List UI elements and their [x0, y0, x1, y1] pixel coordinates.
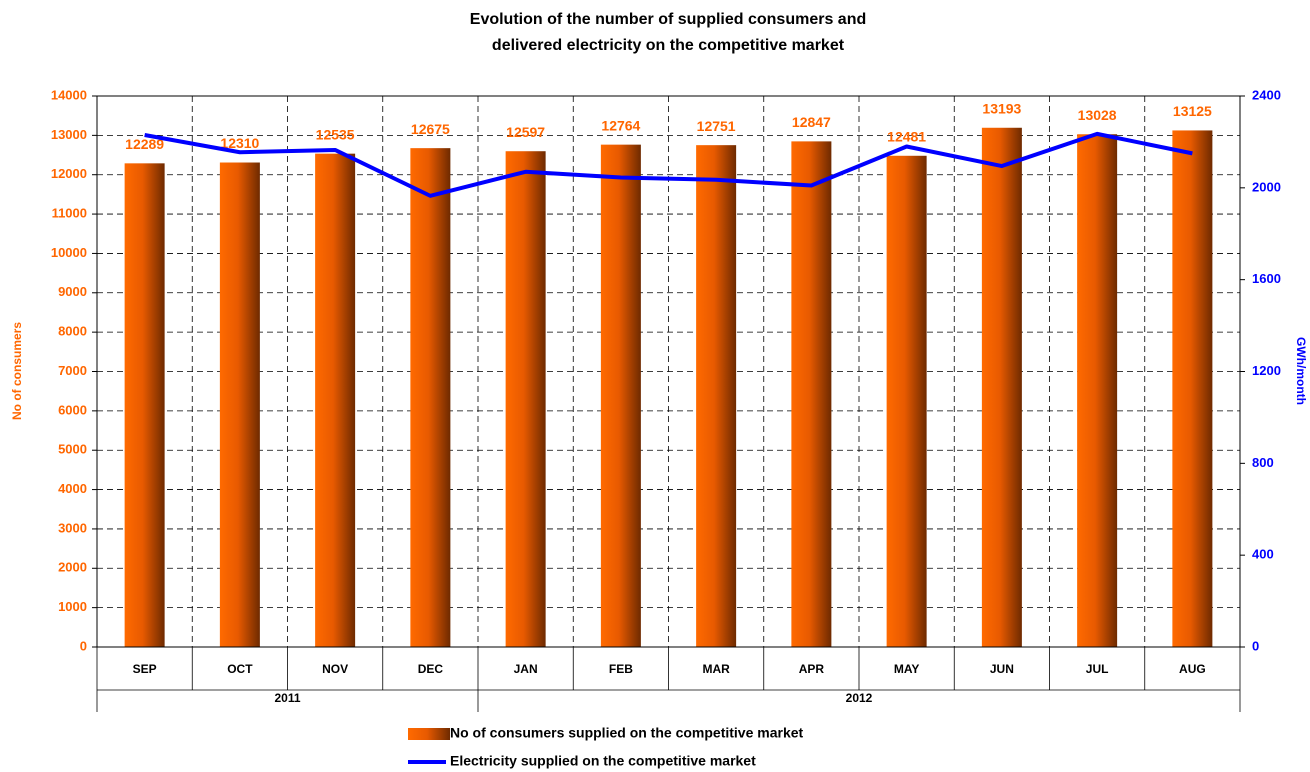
- bar: [505, 151, 546, 647]
- y-tick-label: 8000: [58, 324, 87, 339]
- plot-frame: [96, 95, 1241, 648]
- x-tick-label: JUL: [1086, 662, 1109, 676]
- line: [144, 131, 1193, 198]
- y-tick-label: 0: [80, 638, 87, 653]
- data-label: 13028: [1078, 107, 1117, 123]
- legend-swatch: [408, 728, 450, 740]
- y2-tick-label: 2000: [1252, 179, 1281, 194]
- data-label: 12310: [220, 135, 259, 151]
- chart-subtitle: delivered electricity on the competitive…: [492, 37, 845, 54]
- x-tick-label: OCT: [227, 662, 253, 676]
- y-tick-label: 13000: [51, 127, 87, 142]
- x-tick-label: AUG: [1179, 662, 1206, 676]
- x-tick-label: SEP: [133, 662, 157, 676]
- data-label: 12764: [601, 117, 640, 133]
- bar: [600, 144, 641, 647]
- bar: [124, 163, 165, 647]
- y2-tick-label: 1200: [1252, 363, 1281, 378]
- data-label: 12597: [506, 124, 545, 140]
- y-tick-label: 7000: [58, 363, 87, 378]
- y2-tick-label: 800: [1252, 455, 1274, 470]
- y-tick-label: 14000: [51, 87, 87, 102]
- y-tick-label: 10000: [51, 245, 87, 260]
- x-tick-label: APR: [799, 662, 825, 676]
- y-tick-label: 6000: [58, 402, 87, 417]
- x-tick-label: MAR: [702, 662, 730, 676]
- legend-label: No of consumers supplied on the competit…: [450, 725, 804, 741]
- data-label: 13193: [982, 100, 1021, 116]
- data-label: 12675: [411, 121, 450, 137]
- data-label: 12289: [125, 136, 164, 152]
- y-tick-label: 11000: [52, 206, 87, 221]
- x-tick-label: NOV: [322, 662, 348, 676]
- data-label: 12847: [792, 114, 831, 130]
- y2-axis-label: GWh/month: [1294, 337, 1308, 405]
- group-label: 2012: [846, 691, 873, 705]
- x-tick-label: MAY: [894, 662, 920, 676]
- y2-tick-label: 1600: [1252, 271, 1281, 286]
- y-tick-label: 12000: [51, 166, 87, 181]
- bar: [1077, 134, 1118, 648]
- y-tick-label: 1000: [58, 599, 87, 614]
- y2-tick-label: 2400: [1252, 87, 1281, 102]
- group-label: 2011: [274, 691, 300, 705]
- bar: [410, 148, 451, 648]
- data-label: 13125: [1173, 103, 1212, 119]
- x-tick-label: FEB: [609, 662, 633, 676]
- y2-tick-label: 0: [1252, 638, 1259, 653]
- bar: [981, 127, 1022, 647]
- bar: [1172, 130, 1213, 647]
- data-label: 12535: [316, 126, 355, 142]
- data-label: 12751: [697, 118, 736, 134]
- y2-tick-label: 400: [1252, 547, 1274, 562]
- legend-label: Electricity supplied on the competitive …: [450, 753, 756, 769]
- bar: [791, 141, 832, 647]
- chart-title: Evolution of the number of supplied cons…: [470, 11, 866, 28]
- bar: [886, 155, 927, 647]
- bar: [315, 153, 356, 648]
- x-tick-label: JAN: [514, 662, 538, 676]
- y-tick-label: 3000: [58, 520, 87, 535]
- y-tick-label: 2000: [58, 560, 87, 575]
- y-tick-label: 5000: [58, 442, 87, 457]
- bar: [219, 162, 260, 648]
- x-tick-label: JUN: [990, 662, 1014, 676]
- y-tick-label: 4000: [58, 481, 87, 496]
- y-tick-label: 9000: [58, 284, 87, 299]
- x-tick-label: DEC: [418, 662, 444, 676]
- y-axis-label: No of consumers: [10, 322, 24, 420]
- data-label: 12481: [887, 128, 926, 144]
- bar: [696, 145, 737, 647]
